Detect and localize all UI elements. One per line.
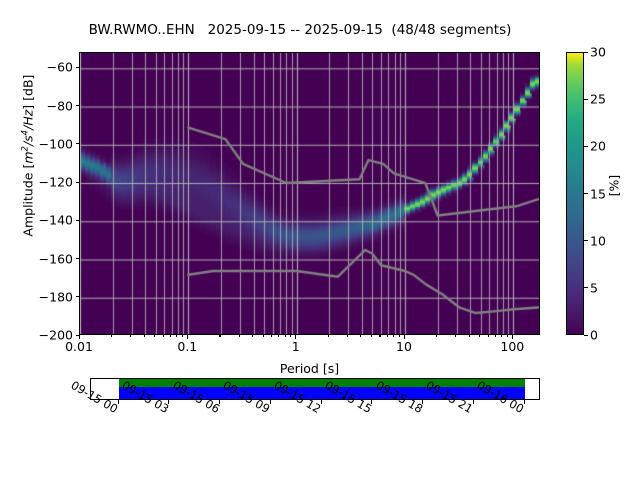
timeline-tick-mark: [422, 400, 424, 404]
y-tick-mark: [75, 296, 79, 298]
colorbar-tick-mark: [584, 287, 588, 289]
x-tick-mark: [403, 335, 405, 339]
timeline-coverage-bar: [90, 378, 540, 400]
y-tick-mark: [75, 181, 79, 183]
x-tick-mark-minor: [143, 335, 145, 338]
colorbar-tick-label: 10: [590, 233, 606, 249]
x-tick-mark-minor: [278, 335, 280, 338]
x-tick-mark: [295, 335, 297, 339]
page-title: BW.RWMO..EHN 2025-09-15 -- 2025-09-15 (4…: [88, 22, 512, 38]
y-tick-mark: [75, 219, 79, 221]
ppsd-plot-area: [79, 52, 540, 335]
y-tick-label: −160: [38, 251, 73, 266]
x-tick-mark: [511, 335, 513, 339]
x-tick-label: 0.1: [177, 339, 198, 354]
colorbar-tick-label: 5: [590, 280, 598, 296]
x-tick-mark-minor: [219, 335, 221, 338]
timeline-tick-mark: [371, 400, 373, 404]
x-tick-mark-minor: [262, 335, 264, 338]
x-tick-mark-minor: [346, 335, 348, 338]
colorbar-tick-label: 15: [590, 186, 606, 201]
timeline-tick-mark: [320, 400, 322, 404]
x-tick-mark-minor: [487, 335, 489, 338]
x-tick-mark: [186, 335, 188, 339]
y-tick-mark: [75, 258, 79, 260]
x-tick-mark-minor: [379, 335, 381, 338]
x-tick-mark-minor: [398, 335, 400, 338]
y-tick-label: −80: [46, 98, 73, 114]
y-tick-label: −60: [46, 59, 73, 75]
x-tick-mark-minor: [386, 335, 388, 338]
timeline-tick-mark: [472, 400, 474, 404]
x-tick-mark-minor: [111, 335, 113, 338]
x-tick-mark: [78, 335, 80, 339]
timeline-tick-mark: [168, 400, 170, 404]
x-tick-mark-minor: [252, 335, 254, 338]
x-tick-label: 100: [500, 339, 525, 354]
x-tick-label: 1: [291, 339, 300, 354]
x-tick-mark-minor: [506, 335, 508, 338]
colorbar-tick-mark: [584, 334, 588, 336]
y-tick-mark: [75, 105, 79, 107]
colorbar-tick-mark: [584, 98, 588, 100]
colorbar-tick-label: 20: [590, 138, 606, 154]
colorbar-tick-mark: [584, 193, 588, 195]
x-tick-mark-minor: [495, 335, 497, 338]
timeline-tick-mark: [117, 400, 119, 404]
y-tick-label: −200: [38, 327, 73, 343]
x-tick-mark-minor: [290, 335, 292, 338]
colorbar-tick-label: 0: [590, 327, 598, 343]
y-tick-label: −120: [38, 174, 73, 190]
x-tick-mark-minor: [130, 335, 132, 338]
ppsd-heatmap-canvas: [80, 53, 539, 334]
x-tick-mark-minor: [162, 335, 164, 338]
x-tick-mark-minor: [436, 335, 438, 338]
y-tick-label: −180: [38, 289, 73, 305]
colorbar-tick-mark: [584, 145, 588, 147]
timeline-data-blue: [119, 387, 525, 399]
colorbar-tick-label: 25: [590, 91, 606, 107]
y-tick-mark: [75, 334, 79, 336]
x-tick-mark-minor: [238, 335, 240, 338]
y-tick-label: −100: [38, 136, 73, 152]
timeline-tick-mark: [523, 400, 525, 404]
y-tick-mark: [75, 66, 79, 68]
y-tick-mark: [75, 143, 79, 145]
colorbar-label: [%]: [606, 174, 622, 197]
timeline-coverage-green: [119, 379, 525, 387]
x-tick-mark-minor: [370, 335, 372, 338]
colorbar-tick-mark: [584, 240, 588, 242]
x-tick-mark-minor: [327, 335, 329, 338]
colorbar-tick-label: 30: [590, 44, 606, 60]
x-tick-label: 10: [396, 339, 412, 354]
x-tick-label: 0.01: [65, 339, 93, 354]
x-tick-mark-minor: [284, 335, 286, 338]
x-tick-mark-minor: [455, 335, 457, 338]
colorbar: [566, 52, 584, 335]
timeline-tick-mark: [269, 400, 271, 404]
x-tick-mark-minor: [393, 335, 395, 338]
x-tick-mark-minor: [468, 335, 470, 338]
x-tick-mark-minor: [360, 335, 362, 338]
x-tick-mark-minor: [176, 335, 178, 338]
timeline-tick-mark: [219, 400, 221, 404]
x-tick-mark-minor: [181, 335, 183, 338]
x-axis-label: Period [s]: [279, 361, 340, 376]
x-tick-mark-minor: [271, 335, 273, 338]
y-tick-label: −140: [38, 212, 73, 228]
x-tick-mark-minor: [479, 335, 481, 338]
x-tick-mark-minor: [170, 335, 172, 338]
colorbar-tick-mark: [584, 51, 588, 53]
x-tick-mark-minor: [501, 335, 503, 338]
x-tick-mark-minor: [154, 335, 156, 338]
